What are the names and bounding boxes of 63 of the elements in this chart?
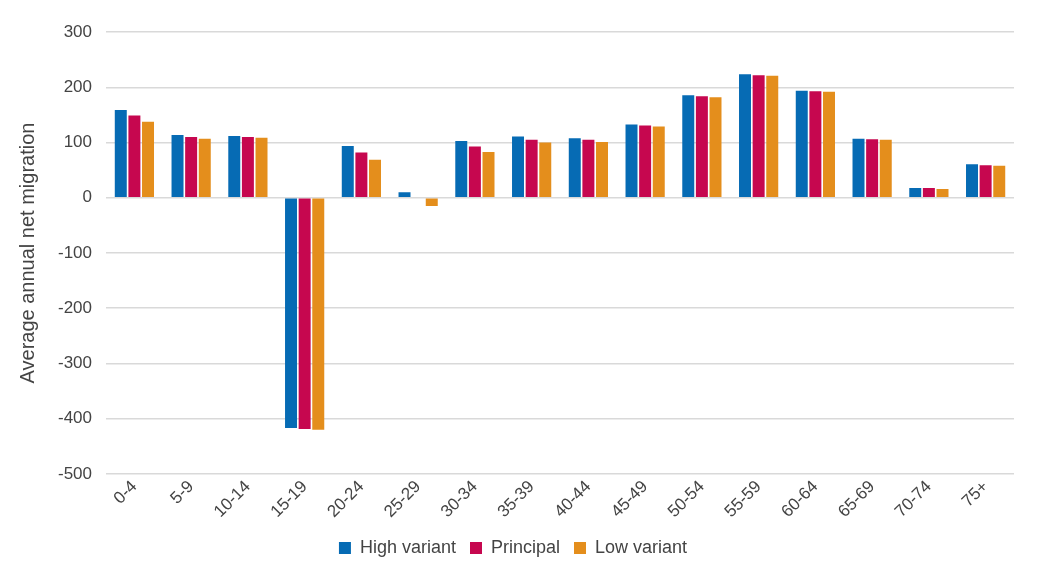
y-tick-label: -400: [57, 408, 93, 428]
bar: [539, 142, 552, 198]
y-tick-label: 300: [63, 21, 93, 41]
y-tick-label: 0: [82, 187, 93, 207]
bar: [639, 125, 652, 198]
bar: [298, 198, 311, 430]
legend-label: High variant: [359, 536, 456, 557]
y-tick-label: 200: [63, 77, 93, 97]
bar: [682, 95, 695, 198]
bar: [909, 187, 922, 198]
bar: [922, 187, 935, 198]
bar: [142, 121, 155, 198]
bar: [255, 137, 268, 198]
bar: [171, 134, 184, 198]
bar: [936, 188, 949, 198]
bar: [966, 164, 978, 198]
bar: [468, 146, 481, 198]
bar: [866, 139, 879, 198]
bar: [198, 138, 211, 198]
bar: [369, 159, 382, 198]
bar: [596, 142, 608, 198]
x-tick-label: 0-4: [109, 476, 141, 508]
bar: [185, 137, 198, 198]
bar: [568, 138, 581, 198]
x-tick-label: 75+: [957, 476, 992, 511]
bar: [241, 137, 254, 198]
bar: [766, 75, 779, 198]
bar: [512, 136, 525, 198]
bar: [582, 139, 595, 198]
y-axis-title: Average annual net migration: [15, 122, 38, 384]
bar: [455, 140, 468, 198]
bar: [852, 138, 865, 198]
bar: [285, 198, 298, 429]
bar: [993, 165, 1006, 198]
bar: [739, 74, 752, 198]
y-tick-label: -100: [57, 242, 93, 262]
bar: [879, 139, 892, 198]
bar: [695, 96, 708, 198]
bar: [312, 198, 325, 430]
y-tick-label: 100: [63, 132, 93, 152]
legend-label: Principal: [490, 536, 561, 557]
y-tick-label: -200: [57, 297, 93, 317]
bar: [114, 110, 127, 198]
bar: [355, 152, 368, 198]
bar: [809, 91, 822, 198]
bar: [128, 115, 141, 198]
bar: [752, 75, 765, 198]
bar: [823, 91, 835, 198]
bar: [652, 126, 665, 198]
bar: [398, 192, 411, 198]
y-tick-label: -500: [57, 463, 93, 483]
bar: [425, 198, 438, 207]
bar: [228, 135, 241, 198]
bar: [625, 124, 638, 198]
bar: [979, 165, 992, 198]
bar: [525, 139, 538, 198]
bar: [482, 151, 495, 198]
legend-label: Low variant: [595, 536, 688, 557]
bar: [795, 90, 808, 198]
y-tick-label: -300: [57, 353, 93, 373]
bar: [341, 145, 354, 198]
bar: [709, 97, 722, 198]
x-tick-label: 5-9: [166, 476, 198, 508]
